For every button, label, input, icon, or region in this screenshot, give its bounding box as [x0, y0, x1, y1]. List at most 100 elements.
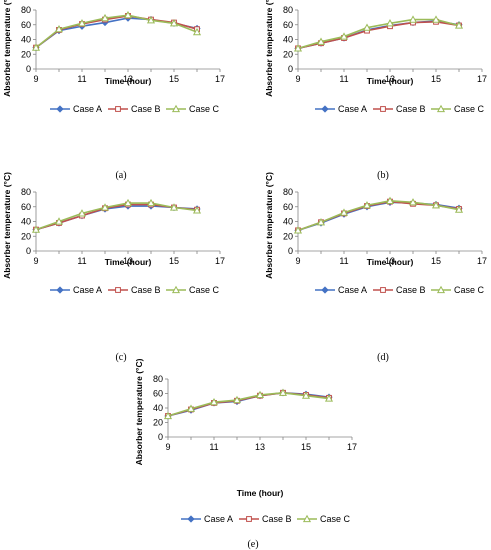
legend-marker — [56, 286, 64, 294]
data-point — [316, 37, 326, 45]
y-tick-label: 20 — [153, 418, 163, 428]
x-tick-label: 13 — [123, 256, 133, 266]
y-tick-label: 80 — [21, 5, 31, 15]
x-axis-title: Time (hour) — [105, 257, 152, 267]
legend-marker — [246, 516, 252, 522]
y-tick-label: 80 — [283, 187, 293, 197]
data-point — [454, 205, 464, 213]
x-tick-label: 13 — [123, 74, 133, 84]
data-point — [278, 388, 288, 396]
data-point — [169, 203, 179, 211]
data-point — [293, 44, 303, 52]
data-point — [209, 397, 219, 406]
data-point — [293, 226, 303, 234]
legend-marker — [115, 106, 121, 112]
series-line — [35, 14, 198, 49]
data-point — [100, 13, 110, 22]
x-tick-label: 15 — [301, 442, 311, 452]
x-axis-title: Time (hour) — [237, 488, 284, 498]
x-tick-label: 13 — [385, 74, 395, 84]
data-point — [169, 19, 179, 27]
data-point — [324, 394, 334, 402]
y-tick-label: 20 — [21, 49, 31, 59]
data-point — [186, 404, 196, 412]
data-point — [123, 198, 133, 207]
x-tick-label: 9 — [165, 442, 170, 452]
y-tick-label: 60 — [283, 20, 293, 30]
x-tick-label: 13 — [385, 256, 395, 266]
data-point — [339, 208, 349, 216]
x-tick-label: 9 — [33, 74, 38, 84]
legend-marker — [380, 287, 386, 293]
chart-panel: 0 20 40 60 80 9 11 13 15 17 Absorber temperature (… — [2, 172, 225, 363]
legend-marker — [56, 105, 64, 113]
data-point — [362, 201, 372, 209]
y-axis-title: Absorber temperature (°C) — [264, 0, 274, 97]
legend-label: Case C — [320, 514, 351, 524]
x-tick-label: 17 — [477, 74, 487, 84]
chart-panel: 0 20 40 60 80 9 11 13 15 17 Absorber temperature (… — [134, 358, 357, 550]
data-point — [77, 209, 87, 217]
legend-label: Case B — [262, 514, 292, 524]
data-point — [31, 225, 41, 233]
y-tick-label: 40 — [283, 217, 293, 227]
y-tick-label: 40 — [153, 403, 163, 413]
x-tick-label: 15 — [431, 74, 441, 84]
panel-label: (b) — [377, 170, 389, 181]
series-line — [297, 200, 460, 232]
x-tick-label: 13 — [255, 442, 265, 452]
legend-label: Case C — [189, 104, 220, 114]
y-tick-label: 60 — [283, 202, 293, 212]
data-point — [431, 15, 441, 23]
legend: Case A Case B Case C — [315, 104, 485, 114]
legend-marker — [187, 515, 195, 523]
series-line — [297, 18, 460, 50]
x-tick-label: 9 — [295, 256, 300, 266]
legend-marker — [321, 105, 329, 113]
data-point — [100, 203, 110, 211]
y-tick-label: 0 — [26, 64, 31, 74]
legend-marker — [436, 285, 446, 294]
y-axis-title: Absorber temperature (°C) — [134, 358, 144, 465]
panel-label: (a) — [115, 170, 126, 181]
y-tick-label: 60 — [21, 202, 31, 212]
y-tick-label: 60 — [21, 20, 31, 30]
legend-label: Case A — [338, 285, 367, 295]
data-point — [54, 24, 64, 33]
legend-marker — [171, 285, 181, 294]
panel-label: (c) — [115, 352, 126, 363]
data-point — [192, 27, 202, 36]
legend: Case A Case B Case C — [181, 514, 351, 524]
legend-label: Case A — [204, 514, 233, 524]
data-point — [301, 391, 311, 399]
legend-label: Case A — [73, 285, 102, 295]
y-tick-label: 0 — [288, 246, 293, 256]
legend-marker — [115, 287, 121, 293]
data-point — [339, 32, 349, 40]
legend-label: Case A — [73, 104, 102, 114]
data-point — [408, 198, 418, 206]
x-tick-label: 11 — [77, 74, 86, 84]
y-tick-label: 20 — [21, 231, 31, 241]
data-point — [31, 43, 41, 51]
data-point — [408, 15, 418, 23]
series-line — [297, 20, 460, 50]
legend-label: Case B — [396, 285, 426, 295]
x-axis-title: Time (hour) — [367, 76, 414, 86]
chart-panel: 0 20 40 60 80 9 11 13 15 17 Absorber temperature (… — [264, 0, 487, 181]
y-axis-title: Absorber temperature (°C) — [264, 172, 274, 279]
data-point — [77, 19, 87, 27]
data-point — [54, 217, 64, 225]
y-axis-title: Absorber temperature (°C) — [2, 0, 12, 97]
data-point — [385, 19, 395, 27]
y-axis-title: Absorber temperature (°C) — [2, 172, 12, 279]
x-tick-label: 11 — [77, 256, 86, 266]
chart-panel: 0 20 40 60 80 9 11 13 15 17 Absorber temperature (… — [2, 0, 225, 181]
series-line — [167, 391, 330, 417]
y-tick-label: 40 — [283, 35, 293, 45]
panel-label: (e) — [247, 539, 258, 550]
legend-label: Case C — [189, 285, 220, 295]
x-tick-label: 17 — [215, 74, 225, 84]
x-tick-label: 15 — [169, 256, 179, 266]
